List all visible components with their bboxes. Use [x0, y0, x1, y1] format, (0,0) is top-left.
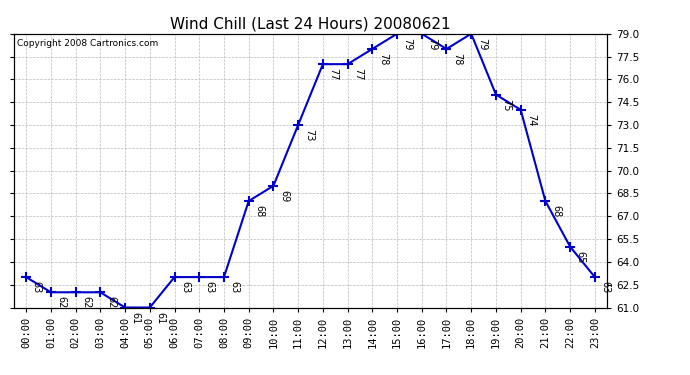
- Text: 74: 74: [526, 114, 536, 126]
- Text: 75: 75: [502, 99, 511, 111]
- Text: 63: 63: [205, 281, 215, 294]
- Text: 78: 78: [378, 53, 388, 66]
- Text: 79: 79: [402, 38, 413, 50]
- Text: 68: 68: [254, 205, 264, 218]
- Text: 68: 68: [551, 205, 561, 218]
- Text: 73: 73: [304, 129, 314, 141]
- Text: 63: 63: [230, 281, 239, 294]
- Text: 62: 62: [57, 297, 66, 309]
- Text: 79: 79: [427, 38, 437, 50]
- Text: 61: 61: [155, 312, 166, 324]
- Text: 77: 77: [328, 68, 338, 81]
- Text: 63: 63: [180, 281, 190, 294]
- Text: 69: 69: [279, 190, 289, 202]
- Text: Copyright 2008 Cartronics.com: Copyright 2008 Cartronics.com: [17, 39, 158, 48]
- Text: 63: 63: [600, 281, 611, 294]
- Title: Wind Chill (Last 24 Hours) 20080621: Wind Chill (Last 24 Hours) 20080621: [170, 16, 451, 31]
- Text: 77: 77: [353, 68, 363, 81]
- Text: 78: 78: [452, 53, 462, 66]
- Text: 63: 63: [32, 281, 41, 294]
- Text: 61: 61: [130, 312, 141, 324]
- Text: 62: 62: [81, 297, 91, 309]
- Text: 79: 79: [477, 38, 486, 50]
- Text: 65: 65: [575, 251, 586, 263]
- Text: 62: 62: [106, 297, 116, 309]
